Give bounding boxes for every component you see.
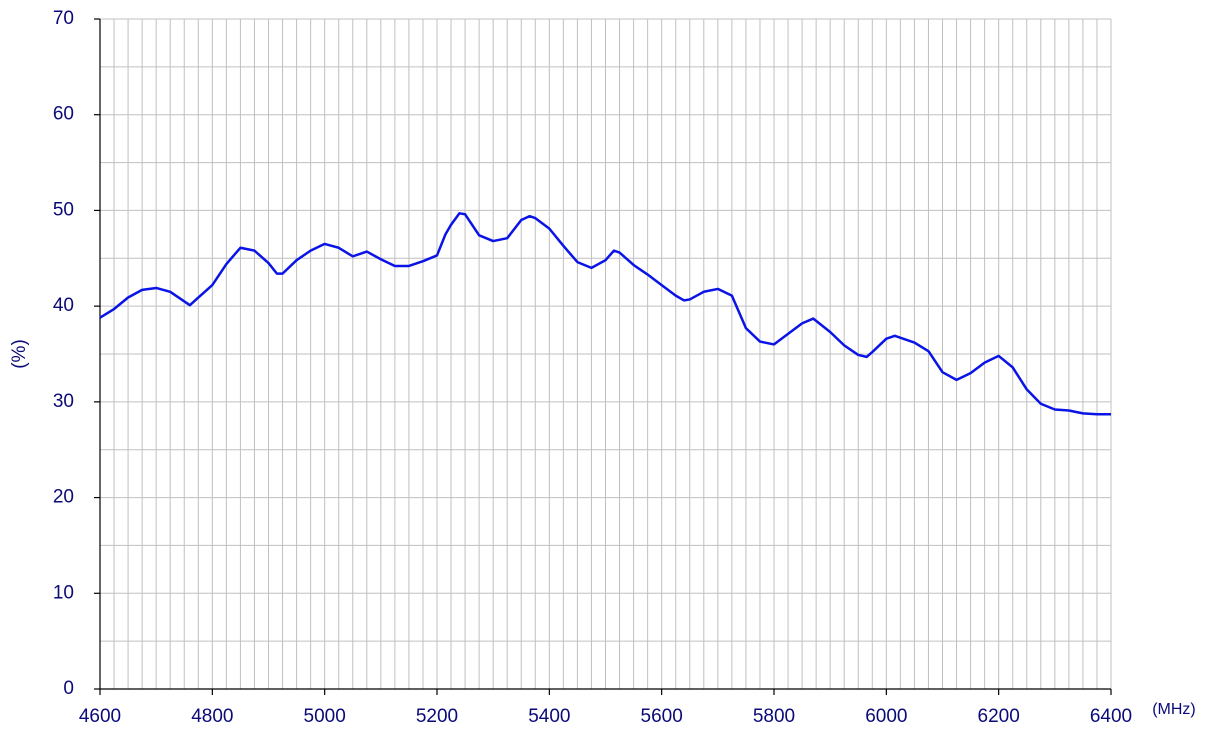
x-tick-label: 5400: [528, 706, 570, 727]
y-tick-label: 30: [53, 391, 74, 412]
x-tick-label: 5200: [416, 706, 458, 727]
y-tick-label: 70: [53, 8, 74, 29]
y-tick-label: 10: [53, 582, 74, 603]
y-tick-label: 0: [63, 678, 74, 699]
y-tick-label: 50: [53, 199, 74, 220]
y-tick-label: 20: [53, 487, 74, 508]
y-axis-label: (%): [9, 339, 30, 369]
x-tick-label: 6000: [865, 706, 907, 727]
x-tick-label: 6200: [978, 706, 1020, 727]
y-tick-label: 40: [53, 295, 74, 316]
data-line: [99, 212, 1111, 416]
x-axis-label: (MHz): [1152, 701, 1196, 718]
x-tick-label: 4600: [79, 706, 121, 727]
x-tick-label: 5800: [753, 706, 795, 727]
y-tick-label: 60: [53, 104, 74, 125]
x-tick-label: 6400: [1090, 706, 1132, 727]
x-tick-label: 4800: [191, 706, 233, 727]
x-tick-label: 5000: [304, 706, 346, 727]
x-tick-label: 5600: [641, 706, 683, 727]
